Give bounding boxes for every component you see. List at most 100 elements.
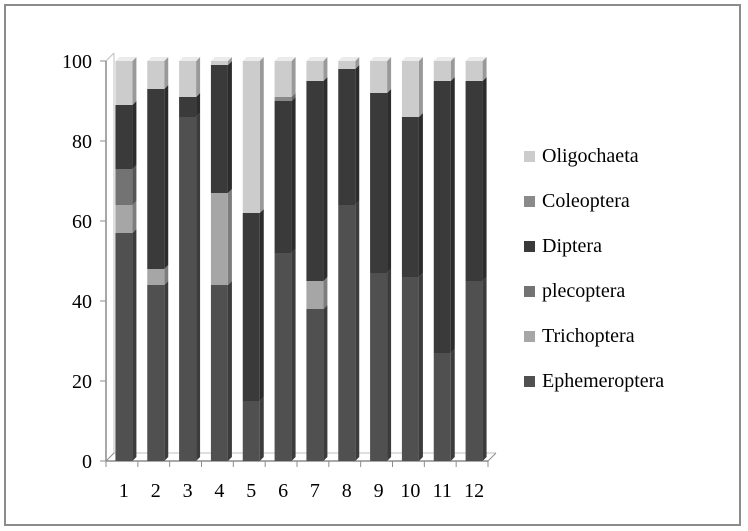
bar-top-face [210, 57, 232, 61]
bar-segment [210, 285, 228, 461]
bar-segment-side [227, 189, 232, 285]
legend-label: Oligochaeta [542, 145, 639, 167]
bar-segment-side [387, 89, 392, 273]
bar-top-face [242, 57, 264, 61]
bar-segment-side [259, 397, 264, 461]
bar-segment-side [164, 265, 169, 285]
bar-segment-side [323, 305, 328, 461]
bar-stack [210, 57, 232, 461]
bar-segment [433, 61, 451, 81]
y-tick-label: 100 [62, 51, 92, 73]
bar-top-face [179, 57, 201, 61]
bar-segment-side [196, 93, 201, 117]
legend-label: Ephemeroptera [542, 370, 664, 392]
bar-stack [242, 57, 264, 461]
bar-segment [242, 213, 260, 401]
bar-top-face [147, 57, 169, 61]
bar-segment-side [132, 229, 137, 461]
bar-segment-side [482, 277, 487, 461]
legend-swatch [524, 331, 535, 342]
bar-segment-side [482, 57, 487, 81]
legend-item: Diptera [524, 235, 602, 257]
legend-item: Ephemeroptera [524, 370, 664, 392]
bar-segment-side [355, 65, 360, 205]
bar-segment-side [227, 281, 232, 461]
x-tick-label: 12 [464, 480, 484, 502]
bar-segment [274, 97, 292, 101]
y-tick-label: 60 [72, 211, 92, 233]
bar-top-face [401, 57, 423, 61]
bar-segment [210, 65, 228, 193]
bar-segment-side [323, 277, 328, 309]
bar-segment [115, 205, 133, 233]
legend-label: Coleoptera [542, 190, 630, 212]
bar-segment [338, 205, 356, 461]
bar-segment [401, 277, 419, 461]
legend-label: plecoptera [542, 280, 625, 302]
bar-stack [465, 57, 487, 461]
bar-segment [370, 273, 388, 461]
x-tick-label: 5 [246, 480, 256, 502]
y-tick-label: 80 [72, 131, 92, 153]
bar-segment-side [418, 57, 423, 117]
bar-segment [115, 233, 133, 461]
bar-top-face [433, 57, 455, 61]
bar-top-face [338, 57, 360, 61]
bar-segment [147, 61, 165, 89]
bars [115, 57, 487, 461]
bar-segment [115, 61, 133, 105]
x-tick-label: 6 [278, 480, 288, 502]
bar-segment [306, 61, 324, 81]
bar-segment [179, 97, 197, 117]
x-tick-label: 11 [433, 480, 452, 502]
y-tick-label: 40 [72, 291, 92, 313]
bar-segment-side [259, 57, 264, 213]
bar-segment-side [132, 165, 137, 205]
bar-segment [306, 281, 324, 309]
y-tick-label: 20 [72, 371, 92, 393]
x-tick-label: 4 [214, 480, 224, 502]
bar-segment-side [132, 201, 137, 233]
legend-item: Coleoptera [524, 190, 630, 212]
legend-swatch [524, 241, 535, 252]
bar-segment [465, 81, 483, 281]
bar-segment-side [164, 85, 169, 269]
bar-segment [370, 61, 388, 93]
legend-swatch [524, 376, 535, 387]
bar-stack [401, 57, 423, 461]
bar-segment-side [196, 57, 201, 97]
legend-swatch [524, 151, 535, 162]
bar-segment-side [291, 93, 296, 101]
bar-segment [306, 309, 324, 461]
bar-segment-side [450, 77, 455, 353]
bar-segment-side [196, 113, 201, 461]
bar-stack [274, 57, 296, 461]
x-tick-label: 1 [119, 480, 129, 502]
bar-segment [115, 169, 133, 205]
bar-segment [338, 61, 356, 69]
bar-segment [179, 117, 197, 461]
bar-stack [179, 57, 201, 461]
legend-item: Oligochaeta [524, 145, 639, 167]
legend: Oligochaeta Coleoptera Diptera plecoptera Tr… [524, 145, 664, 392]
axes [100, 52, 497, 467]
x-tick-label: 10 [400, 480, 420, 502]
bar-segment [242, 61, 260, 213]
bar-top-face [115, 57, 137, 61]
legend-label: Diptera [542, 235, 602, 257]
bar-segment-side [291, 57, 296, 97]
bar-segment-side [227, 61, 232, 193]
bar-segment-side [418, 113, 423, 277]
chart-frame: 0 20 40 60 80 100 1 2 3 4 5 6 7 8 9 10 11 12 Oligochaeta C… [4, 4, 741, 526]
legend-item: plecoptera [524, 280, 625, 302]
bar-stack [338, 57, 360, 461]
bar-segment [210, 61, 228, 65]
bar-segment [370, 93, 388, 273]
bar-segment-side [450, 349, 455, 461]
bar-segment-side [164, 57, 169, 89]
legend-swatch [524, 286, 535, 297]
bar-segment [210, 193, 228, 285]
bar-segment-side [291, 97, 296, 253]
bar-segment [338, 69, 356, 205]
bar-segment [274, 101, 292, 253]
